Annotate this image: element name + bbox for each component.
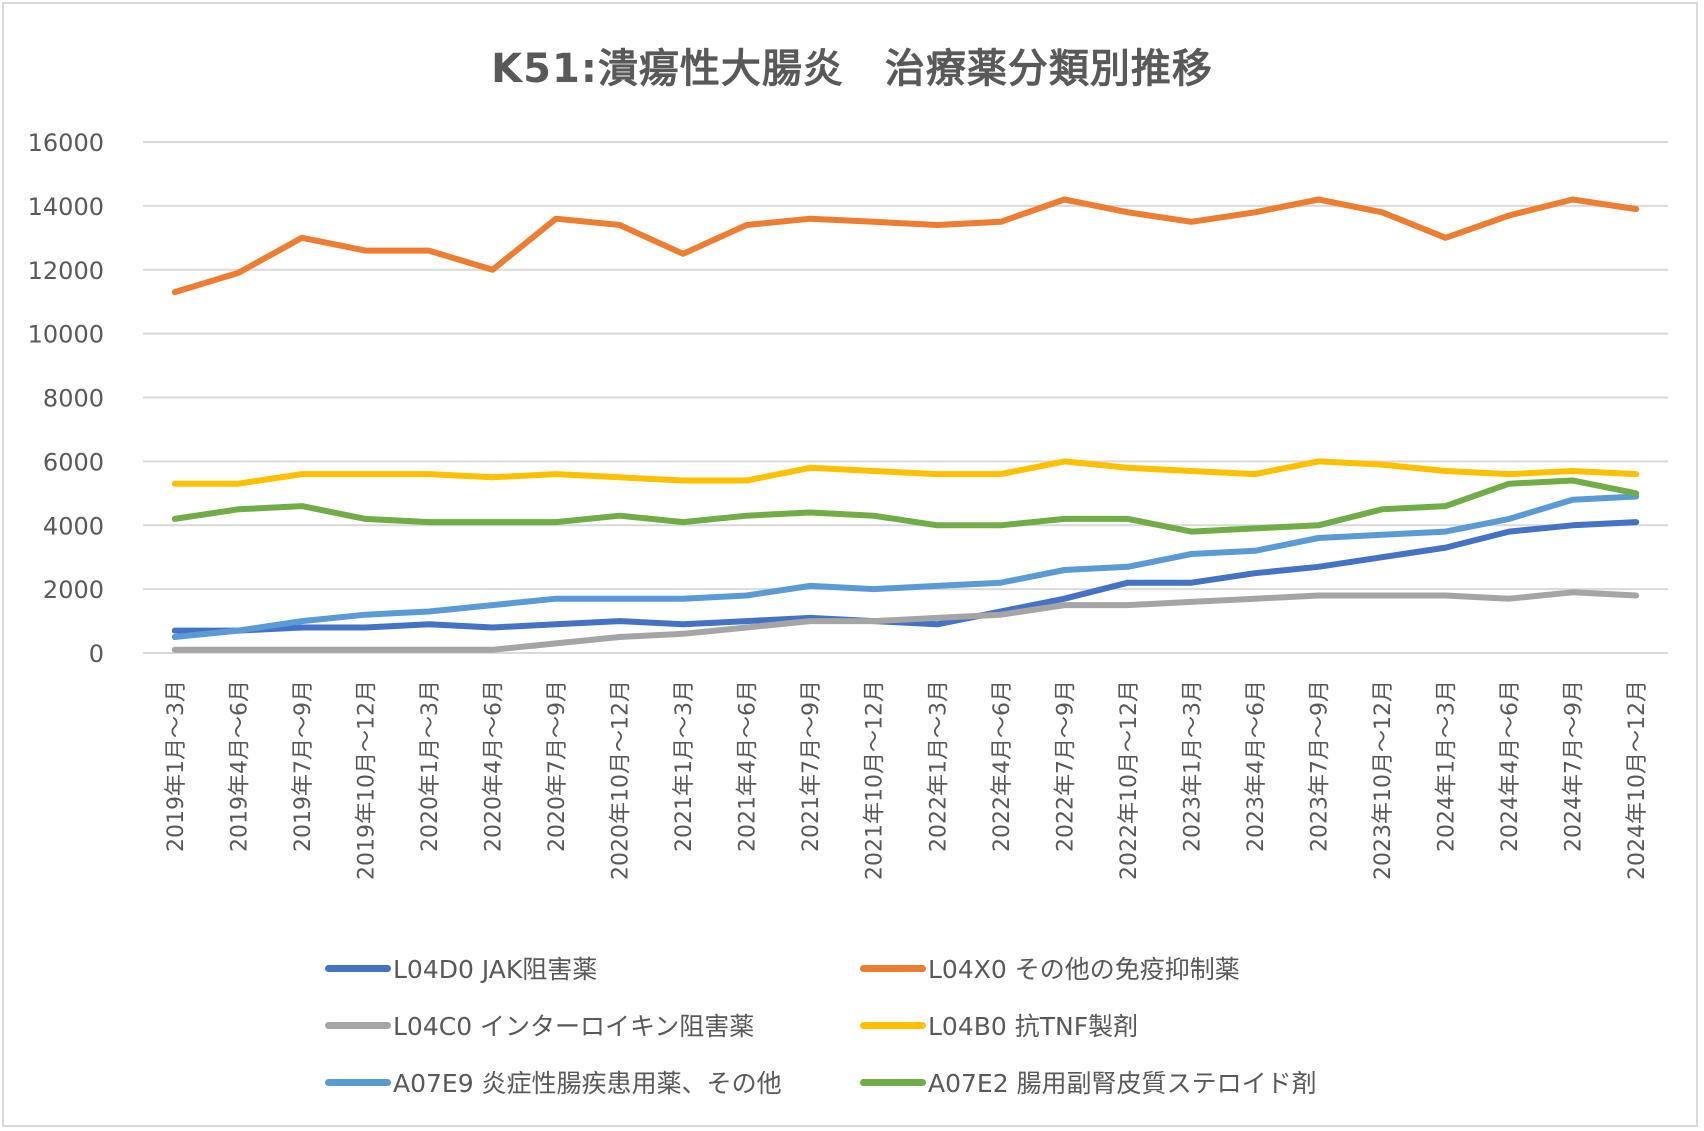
legend-label: L04C0 インターロイキン阻害薬: [393, 1012, 755, 1041]
y-axis-ticks: 0 2000 4000 6000 8000 10000 12000 14000 16000: [28, 129, 104, 668]
x-tick-label: 2024年1月～3月: [1435, 680, 1460, 852]
x-tick-label: 2021年7月～9月: [799, 680, 824, 852]
legend-item[interactable]: L04C0 インターロイキン阻害薬: [325, 1005, 754, 1045]
legend-swatch: [325, 1078, 391, 1086]
x-tick-label: 2021年4月～6月: [736, 680, 761, 852]
legend-swatch: [860, 964, 926, 972]
x-tick-label: 2019年7月～9月: [291, 680, 316, 852]
x-tick-label: 2023年1月～3月: [1180, 680, 1205, 852]
x-tick-label: 2024年7月～9月: [1562, 680, 1587, 852]
x-tick-label: 2023年10月～12月: [1371, 680, 1396, 880]
series-line-3: [171, 458, 1640, 487]
x-tick-label: 2022年10月～12月: [1117, 680, 1142, 880]
y-tick-label: 10000: [28, 321, 104, 349]
legend-item[interactable]: L04D0 JAK阻害薬: [325, 948, 597, 988]
y-tick-label: 8000: [43, 385, 104, 413]
legend-label: L04B0 抗TNF製剤: [928, 1012, 1139, 1041]
x-tick-label: 2019年4月～6月: [227, 680, 252, 852]
y-tick-label: 12000: [28, 257, 104, 285]
legend-label: L04D0 JAK阻害薬: [393, 955, 598, 984]
x-tick-label: 2019年10月～12月: [354, 680, 379, 880]
chart-title: K51:潰瘍性大腸炎 治療薬分類別推移: [491, 46, 1213, 92]
x-tick-label: 2022年1月～3月: [926, 680, 951, 852]
x-tick-label: 2021年10月～12月: [863, 680, 888, 880]
x-tick-label: 2023年4月～6月: [1244, 680, 1269, 852]
series-line-5: [171, 477, 1640, 535]
legend-item[interactable]: L04X0 その他の免疫抑制薬: [860, 948, 1240, 988]
x-tick-label: 2020年4月～6月: [481, 680, 506, 852]
x-tick-label: 2023年7月～9月: [1308, 680, 1333, 852]
x-tick-label: 2022年4月～6月: [990, 680, 1015, 852]
legend-item[interactable]: A07E2 腸用副腎皮質ステロイド剤: [860, 1062, 1317, 1102]
legend-swatch: [860, 1021, 926, 1029]
legend-item[interactable]: L04B0 抗TNF製剤: [860, 1005, 1138, 1045]
legend-swatch: [325, 964, 391, 972]
series-line-1: [171, 196, 1640, 296]
y-tick-label: 0: [89, 640, 104, 668]
x-tick-label: 2021年1月～3月: [672, 680, 697, 852]
x-axis-ticks: 2019年1月～3月 2019年4月～6月 2019年7月～9月 2019年10月～1…: [164, 680, 1650, 880]
series-line-0: [171, 519, 1640, 634]
legend-item[interactable]: A07E9 炎症性腸疾患用薬、その他: [325, 1062, 782, 1102]
series-line-2: [171, 589, 1640, 653]
x-tick-label: 2024年10月～12月: [1625, 680, 1650, 880]
legend-label: A07E2 腸用副腎皮質ステロイド剤: [928, 1069, 1317, 1098]
legend-label: A07E9 炎症性腸疾患用薬、その他: [393, 1069, 782, 1098]
y-tick-label: 6000: [43, 448, 104, 476]
legend-label: L04X0 その他の免疫抑制薬: [928, 955, 1240, 984]
x-tick-label: 2024年4月～6月: [1498, 680, 1523, 852]
y-tick-label: 14000: [28, 193, 104, 221]
x-tick-label: 2022年7月～9月: [1053, 680, 1078, 852]
x-tick-label: 2020年10月～12月: [609, 680, 634, 880]
legend-swatch: [325, 1021, 391, 1029]
series-line-4: [171, 493, 1640, 640]
legend-swatch: [860, 1078, 926, 1086]
x-tick-label: 2020年7月～9月: [545, 680, 570, 852]
x-tick-label: 2020年1月～3月: [418, 680, 443, 852]
x-tick-label: 2019年1月～3月: [164, 680, 189, 852]
gridlines: [143, 141, 1668, 654]
series-lines: [171, 196, 1640, 653]
y-tick-label: 4000: [43, 512, 104, 540]
y-tick-label: 2000: [43, 576, 104, 604]
y-tick-label: 16000: [28, 129, 104, 157]
